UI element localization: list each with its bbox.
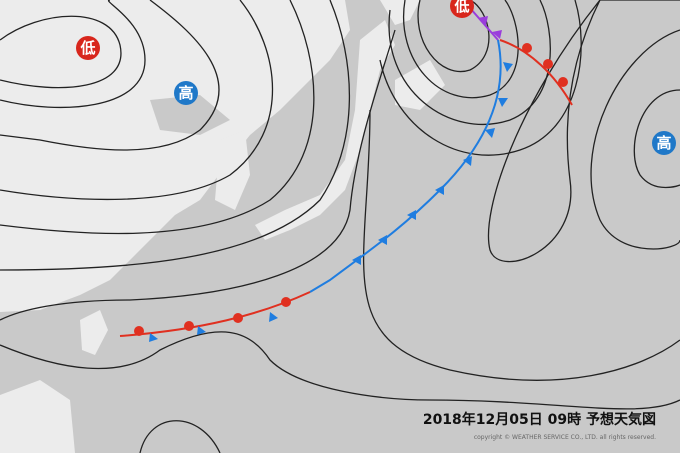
map-title: 2018年12月05日 09時 予想天気図 <box>423 411 656 428</box>
fronts <box>119 7 573 342</box>
pressure-symbols: 低 高 低 高 <box>76 0 676 155</box>
low-label: 低 <box>453 0 469 15</box>
copyright: copyright © WEATHER SERVICE CO., LTD. al… <box>474 434 656 441</box>
high-label: 高 <box>178 84 193 102</box>
land <box>0 0 445 453</box>
low-label: 低 <box>79 39 95 57</box>
high-label: 高 <box>656 134 671 152</box>
